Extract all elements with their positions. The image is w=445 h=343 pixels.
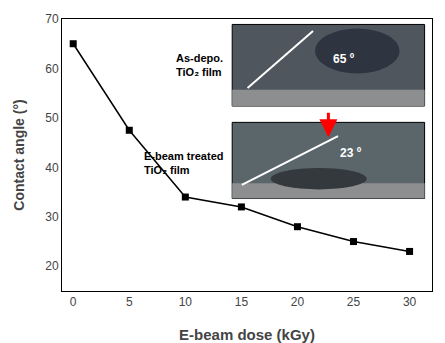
svg-text:70: 70	[45, 12, 59, 26]
svg-text:5: 5	[126, 295, 133, 309]
svg-text:As-depo.TiO₂ film: As-depo.TiO₂ film	[176, 52, 223, 78]
svg-text:23 º: 23 º	[340, 146, 362, 160]
svg-text:50: 50	[45, 111, 59, 125]
svg-text:60: 60	[45, 62, 59, 76]
svg-text:30: 30	[403, 295, 417, 309]
svg-text:25: 25	[347, 295, 361, 309]
svg-text:30: 30	[45, 210, 59, 224]
svg-text:Contact angle (°): Contact angle (°)	[11, 99, 27, 210]
svg-text:20: 20	[291, 295, 305, 309]
svg-text:10: 10	[179, 295, 193, 309]
svg-text:0: 0	[70, 295, 77, 309]
svg-text:15: 15	[235, 295, 249, 309]
svg-text:20: 20	[45, 259, 59, 273]
svg-text:65 º: 65 º	[333, 52, 355, 66]
svg-text:E-beam treatedTiO₂ film: E-beam treatedTiO₂ film	[144, 150, 223, 176]
svg-text:40: 40	[45, 161, 59, 175]
svg-text:E-beam dose (kGy): E-beam dose (kGy)	[179, 326, 315, 343]
